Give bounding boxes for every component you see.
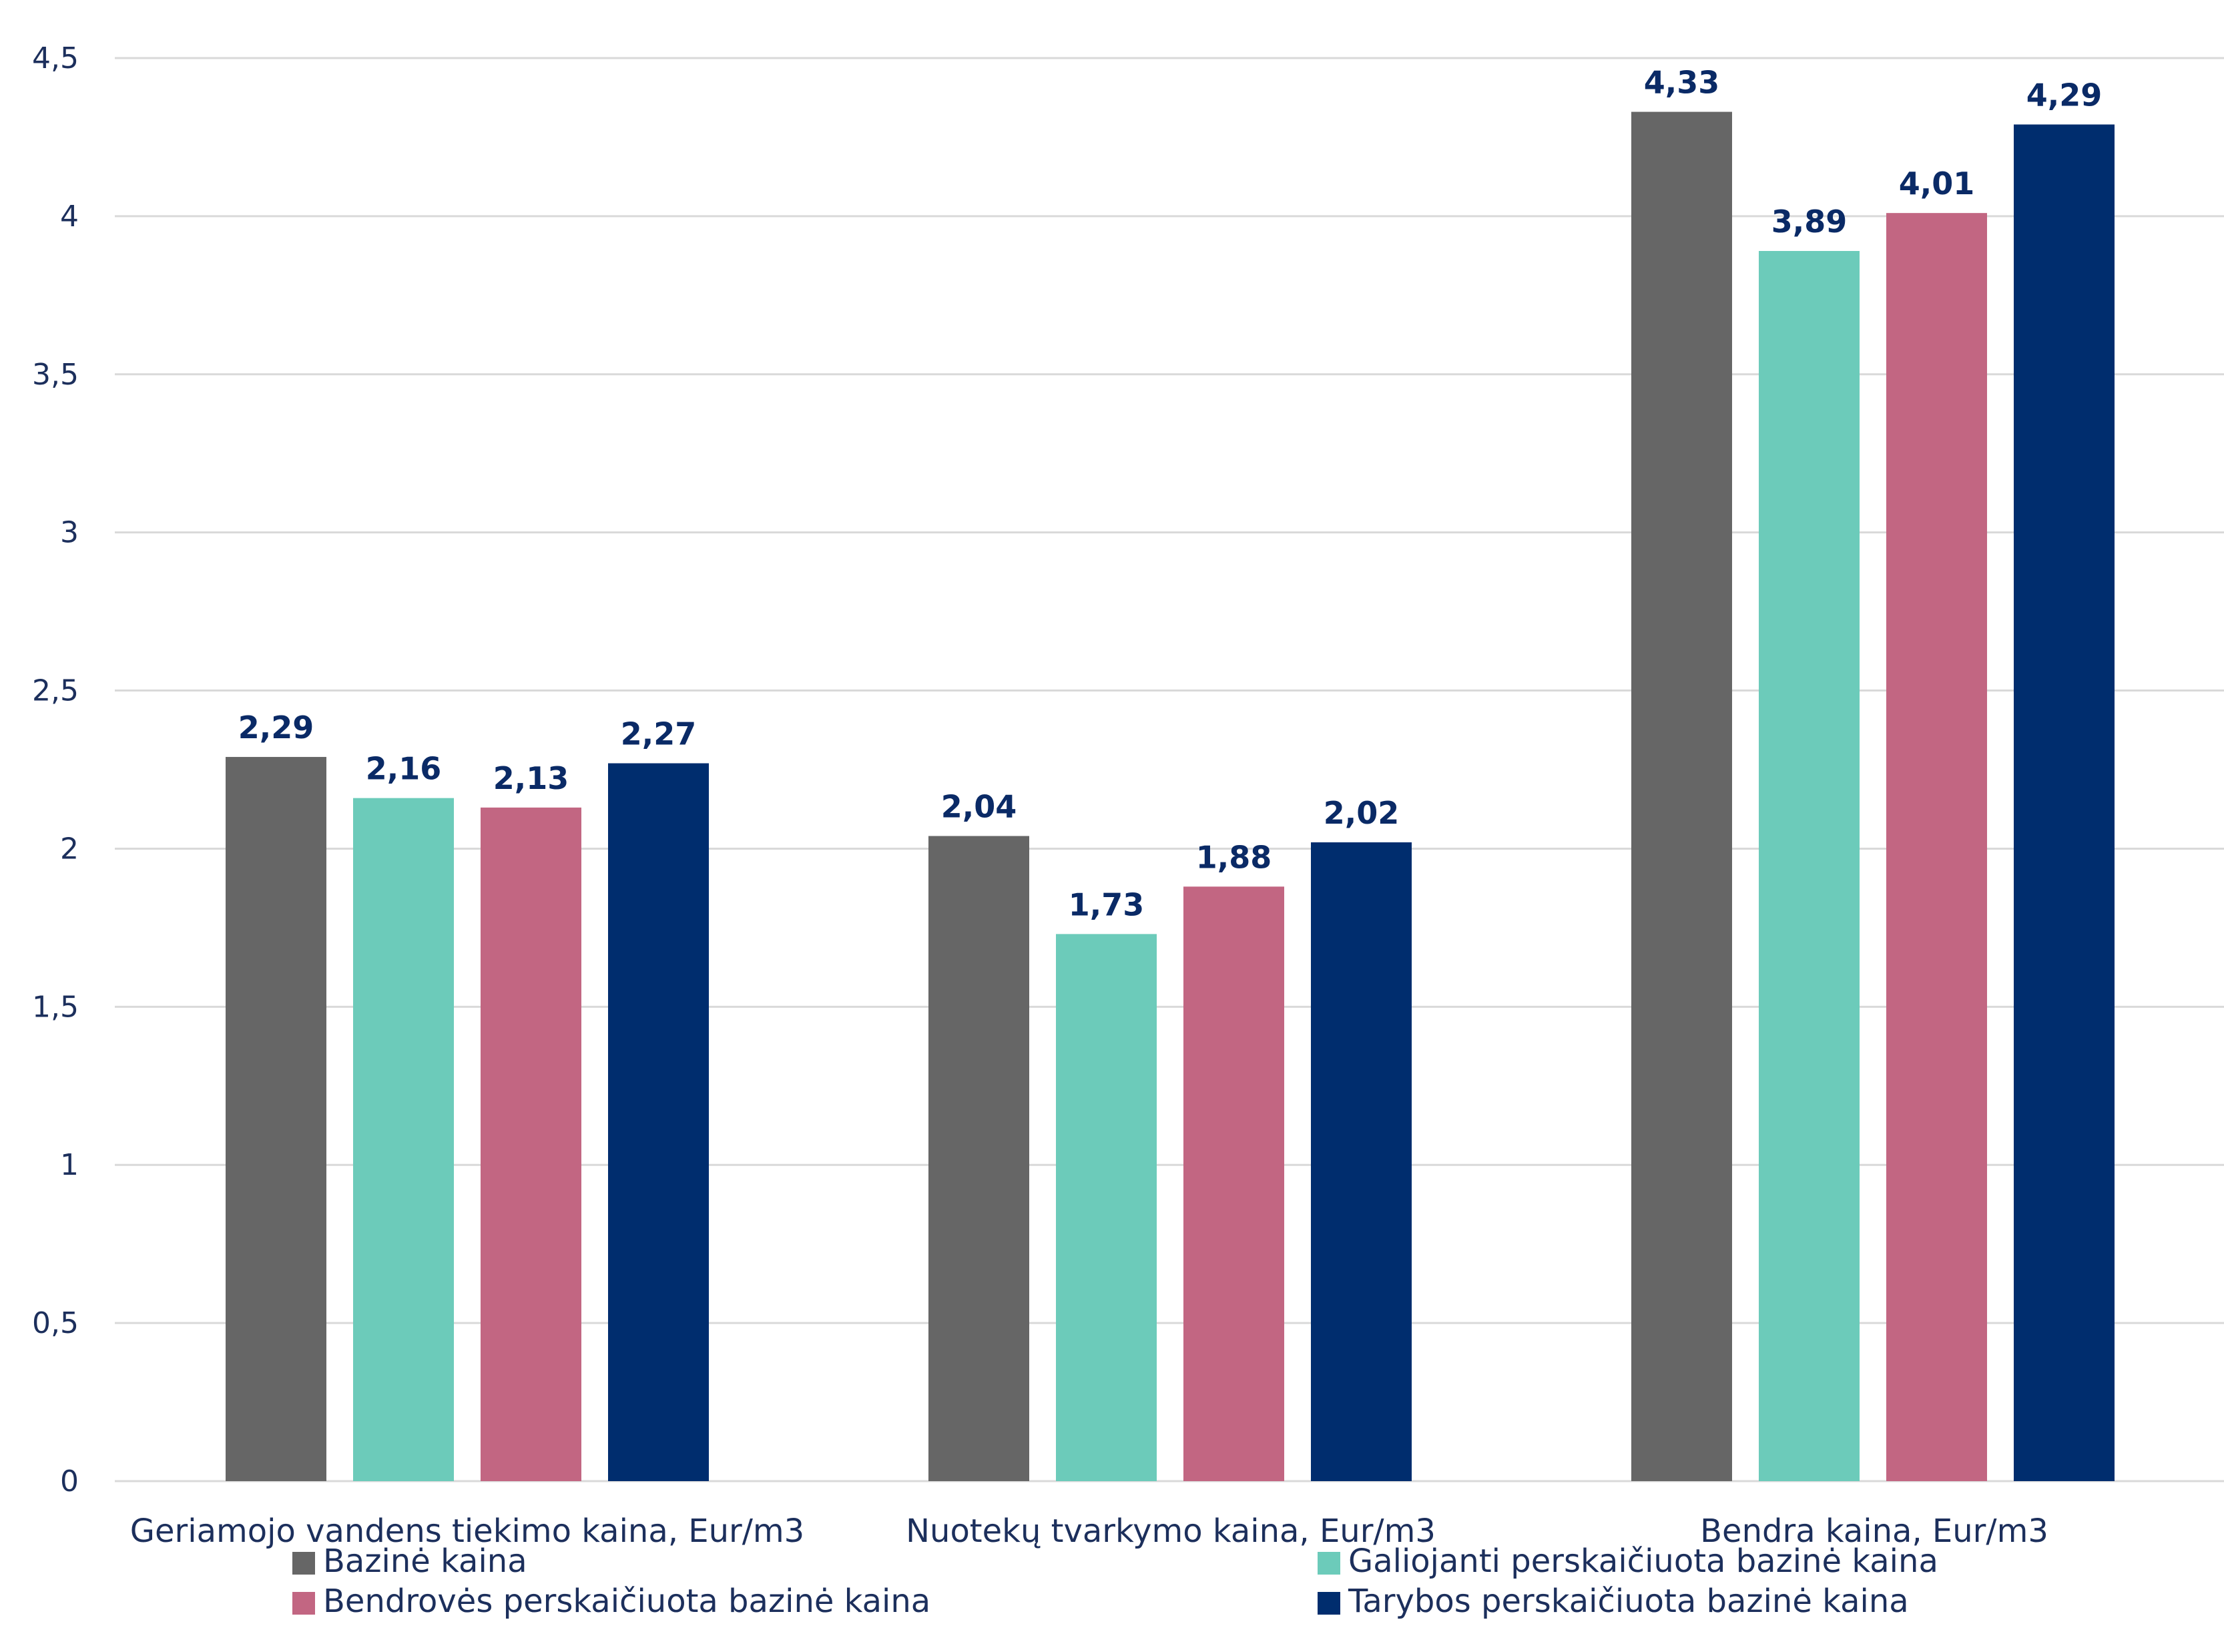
legend-item: Galiojanti perskaičiuota bazinė kaina — [1318, 1543, 1938, 1580]
y-tick-label: 0 — [60, 1464, 79, 1498]
data-label: 4,33 — [1644, 65, 1720, 101]
legend-item: Tarybos perskaičiuota bazinė kaina — [1318, 1583, 1909, 1620]
y-tick-label: 1,5 — [32, 990, 79, 1024]
bar — [226, 757, 326, 1481]
data-labels: 2,29 2,16 2,13 2,27 2,04 1,73 1,88 2,02 4,33 3,89… — [238, 65, 2103, 923]
legend-item: Bendrovės perskaičiuota bazinė kaina — [292, 1583, 930, 1620]
legend: Bazinė kaina Galiojanti perskaičiuota baz… — [292, 1543, 1938, 1620]
y-axis-ticks: 0 0,5 1 1,5 2 2,5 3 3,5 4 4,5 — [32, 41, 79, 1498]
legend-swatch — [1318, 1552, 1340, 1575]
bar — [481, 807, 581, 1481]
data-label: 2,16 — [366, 751, 442, 787]
bar — [353, 798, 454, 1481]
bar — [1183, 886, 1284, 1481]
data-label: 2,29 — [238, 710, 314, 746]
bar — [1311, 842, 1412, 1481]
bar — [928, 836, 1029, 1481]
y-tick-label: 4,5 — [32, 41, 79, 75]
bar — [1759, 251, 1860, 1482]
y-tick-label: 2 — [60, 832, 79, 866]
data-label: 2,27 — [621, 716, 697, 752]
legend-swatch — [292, 1552, 315, 1575]
bar — [1056, 934, 1157, 1481]
y-tick-label: 2,5 — [32, 674, 79, 708]
legend-label: Bazinė kaina — [323, 1543, 527, 1580]
bars — [226, 111, 2115, 1482]
data-label: 3,89 — [1771, 204, 1848, 240]
data-label: 1,88 — [1196, 839, 1272, 875]
bar — [1631, 111, 1732, 1481]
bar — [1886, 213, 1987, 1481]
legend-swatch — [1318, 1592, 1340, 1615]
legend-label: Galiojanti perskaičiuota bazinė kaina — [1348, 1543, 1938, 1580]
y-tick-label: 3,5 — [32, 358, 79, 392]
data-label: 4,01 — [1899, 166, 1975, 202]
legend-label: Bendrovės perskaičiuota bazinė kaina — [323, 1583, 930, 1620]
y-tick-label: 3 — [60, 516, 79, 550]
x-category-label: Bendra kaina, Eur/m3 — [1700, 1512, 2048, 1550]
legend-swatch — [292, 1592, 315, 1615]
legend-label: Tarybos perskaičiuota bazinė kaina — [1348, 1583, 1909, 1620]
y-tick-label: 1 — [60, 1148, 79, 1182]
x-category-label: Geriamojo vandens tiekimo kaina, Eur/m3 — [130, 1512, 804, 1550]
bar — [2014, 124, 2115, 1482]
data-label: 2,04 — [941, 788, 1017, 824]
gridlines — [115, 57, 2224, 1482]
y-tick-label: 0,5 — [32, 1306, 79, 1340]
x-category-label: Nuotekų tvarkymo kaina, Eur/m3 — [906, 1512, 1436, 1550]
data-label: 4,29 — [2026, 77, 2103, 113]
data-label: 2,13 — [493, 760, 569, 796]
data-label: 1,73 — [1069, 886, 1145, 922]
legend-item: Bazinė kaina — [292, 1543, 527, 1580]
x-axis-categories: Geriamojo vandens tiekimo kaina, Eur/m3 N… — [130, 1512, 2048, 1550]
y-tick-label: 4 — [60, 200, 79, 234]
data-label: 2,02 — [1324, 795, 1400, 831]
bar — [608, 763, 709, 1481]
